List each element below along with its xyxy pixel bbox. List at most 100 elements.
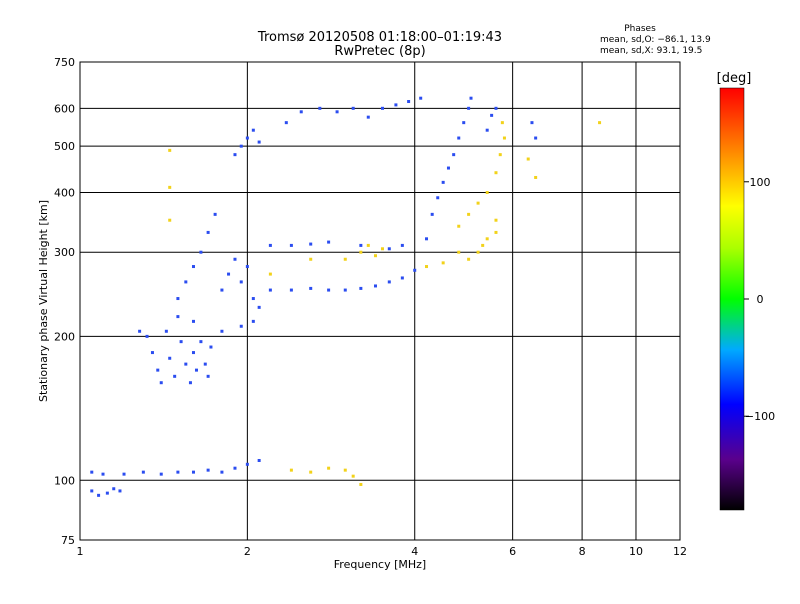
phases-o-line: mean, sd,O: −86.1, 13.9 [600, 35, 711, 45]
data-point [203, 362, 207, 366]
data-point [251, 319, 255, 323]
data-point [394, 103, 398, 107]
data-point [257, 140, 261, 144]
data-point [457, 250, 461, 254]
data-point [233, 153, 237, 157]
data-point [359, 250, 363, 254]
data-point [257, 305, 261, 309]
data-point [213, 212, 217, 216]
data-point [156, 368, 160, 372]
grid-lines [80, 62, 680, 540]
data-point [138, 329, 142, 333]
y-tick-label: 75 [61, 534, 75, 547]
data-point [150, 351, 154, 355]
data-point [469, 96, 473, 100]
data-point [233, 466, 237, 470]
data-point [173, 374, 177, 378]
y-tick-label: 300 [54, 246, 75, 259]
data-point [373, 254, 377, 258]
colorbar-ticks: −100 0 100 [744, 176, 775, 423]
data-point [159, 472, 163, 476]
data-point [97, 493, 101, 497]
data-point [457, 224, 461, 228]
data-point [122, 472, 126, 476]
data-point [239, 280, 243, 284]
data-point [494, 171, 498, 175]
data-point [220, 288, 224, 292]
data-point [500, 121, 504, 125]
data-point [485, 190, 489, 194]
data-point [425, 265, 429, 269]
data-point [176, 315, 180, 319]
data-point [168, 185, 172, 189]
x-tick-label: 10 [629, 545, 643, 558]
data-point [164, 329, 168, 333]
data-point [179, 340, 183, 344]
data-point [191, 351, 195, 355]
plot-area [79, 61, 681, 541]
x-tick-label: 1 [77, 545, 84, 558]
data-point [485, 237, 489, 241]
data-point [289, 468, 293, 472]
data-point [194, 368, 198, 372]
data-point [400, 243, 404, 247]
data-point [387, 247, 391, 251]
data-point [327, 288, 331, 292]
data-point [206, 230, 210, 234]
data-point [268, 243, 272, 247]
data-point [476, 250, 480, 254]
y-axis-label: Stationary phase Virtual Height [km] [37, 200, 50, 402]
y-tick-label: 200 [54, 330, 75, 343]
y-tick-label: 500 [54, 140, 75, 153]
data-point [257, 458, 261, 462]
x-tick-label: 12 [673, 545, 687, 558]
chart-subtitle: RwPretec (8p) [334, 44, 425, 59]
data-point [494, 106, 498, 110]
data-point [359, 243, 363, 247]
data-point [206, 468, 210, 472]
data-point [268, 272, 272, 276]
data-point [112, 487, 116, 491]
data-point [191, 319, 195, 323]
data-point [343, 468, 347, 472]
data-point [462, 121, 466, 125]
data-point [105, 491, 109, 495]
data-point [373, 284, 377, 288]
data-point [168, 218, 172, 222]
data-point [467, 106, 471, 110]
data-point [184, 280, 188, 284]
colorbar-label: [deg] [717, 71, 752, 86]
data-point [199, 340, 203, 344]
data-point [245, 136, 249, 140]
data-point [498, 153, 502, 157]
data-point [425, 237, 429, 241]
data-point [494, 230, 498, 234]
data-point [441, 180, 445, 184]
data-point [209, 345, 213, 349]
data-point [245, 265, 249, 269]
data-point [530, 121, 534, 125]
y-tick-label: 100 [54, 474, 75, 487]
data-point [366, 243, 370, 247]
colorbar-tick-label: 100 [750, 176, 771, 189]
data-point [485, 128, 489, 132]
data-point [184, 362, 188, 366]
data-point [268, 288, 272, 292]
data-point [490, 113, 494, 117]
data-point [343, 257, 347, 261]
x-axis-label: Frequency [MHz] [334, 558, 426, 571]
data-point [299, 110, 303, 114]
data-point [526, 157, 530, 161]
data-point [502, 136, 506, 140]
x-tick-label: 8 [579, 545, 586, 558]
data-point [413, 268, 417, 272]
colorbar [719, 87, 745, 511]
data-point [90, 470, 94, 474]
data-point [441, 261, 445, 265]
data-point [534, 136, 538, 140]
data-point [233, 257, 237, 261]
y-tick-labels: 75 100 200 300 400 500 600 750 [54, 56, 75, 547]
data-point [343, 288, 347, 292]
chart-title: Tromsø 20120508 01:18:00–01:19:43 [257, 30, 502, 45]
data-point [309, 257, 313, 261]
